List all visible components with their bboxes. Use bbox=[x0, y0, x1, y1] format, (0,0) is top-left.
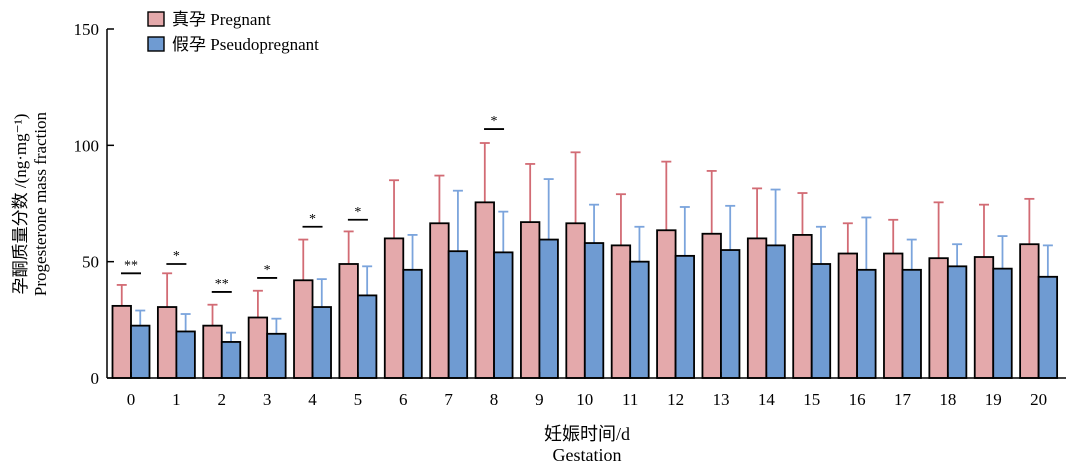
bar-pseudopregnant-5 bbox=[357, 294, 378, 379]
legend: 真孕 Pregnant 假孕 Pseudopregnant bbox=[147, 10, 319, 54]
legend-swatch-pseudopregnant bbox=[147, 36, 165, 52]
x-tick-label-2: 2 bbox=[218, 390, 227, 409]
x-tick-label-14: 14 bbox=[758, 390, 776, 409]
bar-pseudopregnant-11 bbox=[629, 260, 650, 379]
bar-pseudopregnant-9 bbox=[538, 238, 559, 379]
x-tick-label-3: 3 bbox=[263, 390, 272, 409]
x-tick-label-11: 11 bbox=[622, 390, 638, 409]
significance-label-1: * bbox=[173, 249, 180, 264]
x-tick-label-8: 8 bbox=[490, 390, 499, 409]
x-tick-label-10: 10 bbox=[576, 390, 593, 409]
y-tick-label-0: 0 bbox=[91, 369, 100, 388]
x-tick-label-20: 20 bbox=[1030, 390, 1047, 409]
x-tick-label-1: 1 bbox=[172, 390, 181, 409]
y-tick-label-50: 50 bbox=[82, 253, 99, 272]
bar-pregnant-10 bbox=[565, 222, 586, 379]
bar-pseudopregnant-13 bbox=[720, 249, 741, 379]
bar-pregnant-11 bbox=[610, 244, 632, 379]
bar-pseudopregnant-14 bbox=[765, 244, 786, 379]
x-tick-label-6: 6 bbox=[399, 390, 408, 409]
significance-label-5: * bbox=[354, 205, 361, 220]
bar-pseudopregnant-12 bbox=[674, 254, 695, 379]
bar-pseudopregnant-10 bbox=[583, 242, 605, 379]
bar-pseudopregnant-2 bbox=[220, 341, 242, 379]
bar-pseudopregnant-18 bbox=[946, 265, 968, 379]
x-axis-title-cn: 妊娠时间/d bbox=[544, 424, 630, 444]
bar-pregnant-13 bbox=[701, 232, 722, 379]
bar-pseudopregnant-20 bbox=[1037, 275, 1059, 379]
significance-label-2: ** bbox=[215, 277, 229, 292]
x-tick-label-0: 0 bbox=[127, 390, 136, 409]
x-tick-label-7: 7 bbox=[444, 390, 453, 409]
bar-pseudopregnant-3 bbox=[266, 332, 287, 379]
bar-pregnant-1 bbox=[156, 306, 178, 379]
bar-pseudopregnant-8 bbox=[493, 251, 514, 379]
x-tick-label-16: 16 bbox=[849, 390, 866, 409]
bar-pseudopregnant-4 bbox=[311, 306, 332, 379]
bar-pregnant-12 bbox=[656, 229, 677, 379]
bar-pseudopregnant-17 bbox=[901, 268, 922, 379]
bar-pregnant-5 bbox=[338, 263, 359, 379]
legend-swatch-pregnant bbox=[147, 11, 165, 27]
bar-pregnant-20 bbox=[1019, 243, 1040, 379]
bar-pregnant-2 bbox=[202, 324, 223, 379]
legend-label-pseudopregnant: 假孕 Pseudopregnant bbox=[172, 35, 319, 54]
bar-pseudopregnant-16 bbox=[856, 268, 877, 379]
bar-pseudopregnant-0 bbox=[130, 324, 151, 379]
significance-label-3: * bbox=[264, 263, 271, 278]
x-tick-label-4: 4 bbox=[308, 390, 317, 409]
x-tick-label-5: 5 bbox=[354, 390, 363, 409]
bar-pregnant-8 bbox=[474, 201, 495, 379]
significance-label-8: * bbox=[491, 114, 498, 129]
bar-pregnant-15 bbox=[792, 234, 813, 379]
bar-pseudopregnant-7 bbox=[447, 250, 469, 379]
x-tick-label-13: 13 bbox=[712, 390, 729, 409]
bar-pregnant-7 bbox=[429, 222, 450, 379]
bar-pregnant-19 bbox=[973, 256, 995, 379]
y-axis-title-en: Progesterone mass fraction bbox=[31, 111, 50, 296]
bar-pseudopregnant-1 bbox=[175, 330, 196, 379]
x-tick-label-9: 9 bbox=[535, 390, 544, 409]
bar-pregnant-16 bbox=[837, 252, 858, 379]
x-tick-label-19: 19 bbox=[985, 390, 1002, 409]
y-tick-label-150: 150 bbox=[74, 20, 100, 39]
x-tick-label-12: 12 bbox=[667, 390, 684, 409]
bar-pregnant-14 bbox=[746, 237, 768, 379]
bar-pseudopregnant-6 bbox=[402, 268, 423, 379]
significance-layer: ******* ** bbox=[121, 114, 505, 293]
x-tick-label-17: 17 bbox=[894, 390, 912, 409]
bar-pregnant-18 bbox=[928, 257, 949, 379]
bar-pregnant-3 bbox=[247, 316, 269, 379]
bar-pseudopregnant-19 bbox=[992, 267, 1013, 379]
x-tick-label-18: 18 bbox=[939, 390, 956, 409]
y-axis-title-cn: 孕酮质量分数 /(ng·mg⁻¹) bbox=[11, 114, 30, 295]
bar-pseudopregnant-15 bbox=[810, 263, 832, 379]
bar-pregnant-4 bbox=[293, 279, 314, 379]
x-axis-title-en: Gestation bbox=[553, 445, 622, 465]
x-tick-label-15: 15 bbox=[803, 390, 820, 409]
bar-pregnant-0 bbox=[111, 304, 132, 379]
bar-pregnant-6 bbox=[383, 237, 405, 379]
bar-pregnant-17 bbox=[883, 252, 904, 379]
bar-pregnant-9 bbox=[520, 221, 541, 379]
y-tick-label-100: 100 bbox=[74, 136, 100, 155]
significance-label-4: * bbox=[309, 212, 316, 227]
legend-label-pregnant: 真孕 Pregnant bbox=[172, 10, 271, 29]
significance-label-0: ** bbox=[124, 258, 138, 273]
